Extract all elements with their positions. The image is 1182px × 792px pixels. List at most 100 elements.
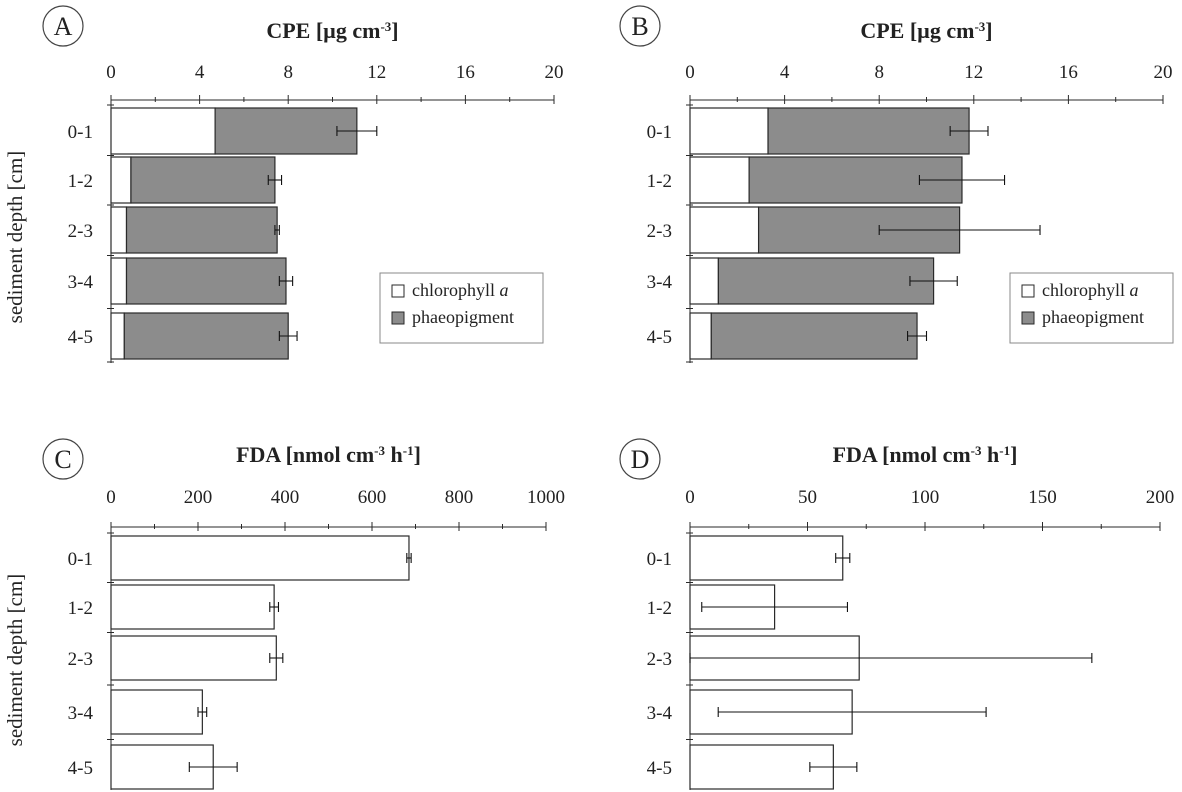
title-superscript: -3 — [380, 19, 391, 34]
x-tick-label: 1000 — [527, 487, 565, 508]
x-tick-label: 16 — [456, 62, 475, 83]
x-tick-label: 200 — [1146, 487, 1175, 508]
category-label: 2-3 — [647, 221, 672, 242]
bar-phaeopigment — [717, 257, 935, 305]
x-tick-label: 16 — [1059, 62, 1078, 83]
panel-letter: C — [54, 445, 71, 474]
bar-fda — [110, 584, 275, 630]
category-label: 0-1 — [647, 122, 672, 143]
x-tick-label: 0 — [685, 62, 695, 83]
x-tick-label: 0 — [685, 487, 695, 508]
panel-letter-circle — [42, 5, 84, 47]
x-tick-label: 0 — [106, 62, 116, 83]
bar-fda — [110, 689, 203, 735]
x-tick-label: 200 — [184, 487, 213, 508]
title-mid: h — [385, 442, 403, 467]
panel-letter: A — [54, 12, 73, 41]
title-superscript: -3 — [971, 443, 982, 458]
category-label: 0-1 — [68, 122, 93, 143]
category-label: 4-5 — [68, 758, 93, 779]
panel-letter: D — [631, 445, 650, 474]
title-superscript-2: -1 — [999, 443, 1010, 458]
bar-chlorophyll — [110, 312, 125, 360]
legend-swatch — [391, 284, 405, 298]
panel-c: C FDA [nmol cm-3 h-1] 0 200 400 600 800 1000 0-1… — [42, 438, 565, 790]
category-label: 1-2 — [68, 171, 93, 192]
x-tick-label: 8 — [874, 62, 884, 83]
bar-phaeopigment — [130, 156, 276, 204]
x-tick-label: 600 — [358, 487, 387, 508]
category-label: 1-2 — [647, 171, 672, 192]
bar-chlorophyll — [110, 107, 216, 155]
category-label: 0-1 — [647, 549, 672, 570]
panel-letter: B — [631, 12, 648, 41]
bar-phaeopigment — [125, 206, 278, 254]
x-tick-label: 150 — [1028, 487, 1057, 508]
bar-fda — [110, 635, 277, 681]
bar-chlorophyll — [110, 156, 132, 204]
x-tick-label: 50 — [798, 487, 817, 508]
category-label: 3-4 — [647, 272, 673, 293]
bar-chlorophyll — [689, 257, 719, 305]
legend-label: phaeopigment — [1042, 307, 1144, 327]
bar-chlorophyll — [689, 107, 769, 155]
panels-group: A CPE [µg cm-3]0 4 8 12 16 200-11-22-33-44-5ch… — [42, 5, 1175, 790]
bar-phaeopigment — [710, 312, 918, 360]
category-label: 2-3 — [647, 649, 672, 670]
x-tick-label: 400 — [271, 487, 300, 508]
chart-title: FDA [nmol cm-3 h-1] — [236, 442, 421, 467]
title-main: CPE [µg cm — [266, 18, 380, 43]
legend-swatch — [391, 311, 405, 325]
title-tail: ] — [414, 442, 421, 467]
legend-box — [379, 272, 544, 344]
legend-label: chlorophyll a — [1042, 280, 1139, 300]
legend-label: chlorophyll a — [412, 280, 509, 300]
category-label: 2-3 — [68, 221, 93, 242]
chart-title: FDA [nmol cm-3 h-1] — [833, 442, 1018, 467]
category-label: 3-4 — [68, 703, 94, 724]
category-label: 3-4 — [647, 703, 673, 724]
category-label: 1-2 — [68, 598, 93, 619]
legend-box — [1009, 272, 1174, 344]
y-axis-label-bottom: sediment depth [cm] — [3, 574, 27, 747]
legend-label-italic: a — [1130, 280, 1139, 300]
category-label: 3-4 — [68, 272, 94, 293]
title-tail: ] — [391, 18, 398, 43]
bar-phaeopigment — [214, 107, 358, 155]
x-tick-label: 20 — [545, 62, 564, 83]
bar-chlorophyll — [110, 206, 128, 254]
legend-label-main: chlorophyll — [412, 280, 500, 300]
x-tick-label: 800 — [445, 487, 474, 508]
category-label: 4-5 — [647, 758, 672, 779]
title-main: CPE [µg cm — [860, 18, 974, 43]
bar-chlorophyll — [110, 257, 128, 305]
category-label: 1-2 — [647, 598, 672, 619]
title-superscript: -3 — [974, 19, 985, 34]
x-tick-label: 4 — [195, 62, 205, 83]
bar-chlorophyll — [689, 312, 712, 360]
panel-a: A CPE [µg cm-3] 0 4 8 12 16 20 0-1 1-2 2-3 3-4 4-5 ch… — [42, 5, 564, 363]
x-tick-label: 12 — [964, 62, 983, 83]
title-superscript-2: -1 — [403, 443, 414, 458]
bar-phaeopigment — [123, 312, 289, 360]
bar-phaeopigment — [767, 107, 970, 155]
bar-fda — [110, 535, 410, 581]
category-label: 2-3 — [68, 649, 93, 670]
category-label: 0-1 — [68, 549, 93, 570]
panel-letter-circle — [619, 438, 661, 480]
bar-chlorophyll — [689, 156, 750, 204]
bar-fda — [689, 535, 844, 581]
x-tick-label: 20 — [1154, 62, 1173, 83]
bar-phaeopigment — [125, 257, 287, 305]
x-tick-label: 12 — [367, 62, 386, 83]
panel-letter-circle — [619, 5, 661, 47]
x-tick-label: 4 — [780, 62, 790, 83]
chart-title: CPE [µg cm-3] — [860, 18, 992, 43]
title-superscript: -3 — [374, 443, 385, 458]
bar-chlorophyll — [689, 206, 760, 254]
y-axis-label-top: sediment depth [cm] — [3, 151, 27, 324]
chart-title: CPE [µg cm-3] — [266, 18, 398, 43]
title-tail: ] — [985, 18, 992, 43]
legend-label-italic: a — [500, 280, 509, 300]
